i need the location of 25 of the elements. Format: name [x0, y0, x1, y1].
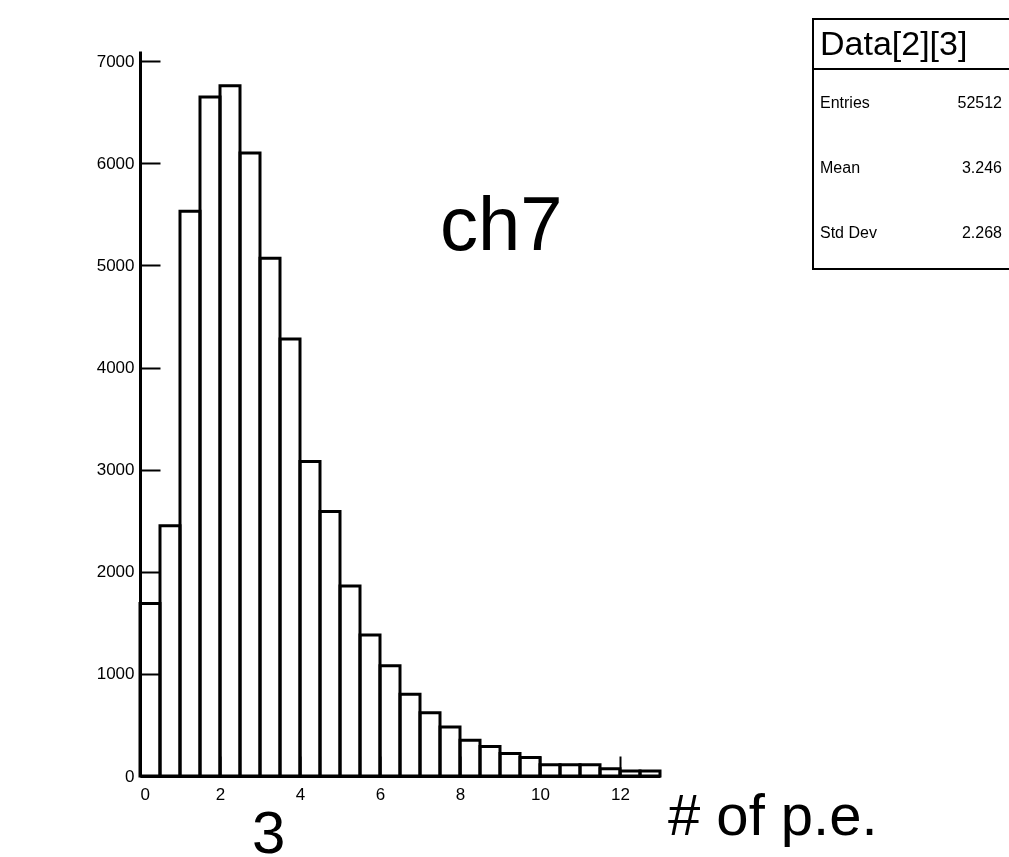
annotation: ch7	[440, 181, 563, 266]
x-tick-label: 12	[611, 784, 630, 804]
y-tick-label: 6000	[96, 153, 135, 173]
y-tick-label: 7000	[96, 51, 135, 71]
x-tick-label: 10	[531, 784, 550, 804]
text: 3	[252, 799, 286, 857]
y-tick-label: 4000	[96, 358, 135, 378]
text: 2.268	[961, 223, 1002, 242]
y-tick-label: 1000	[96, 664, 135, 684]
text: Entries	[820, 93, 870, 112]
text: Mean	[820, 158, 861, 177]
y-tick-label: 3000	[96, 460, 135, 480]
y-tick-label: 2000	[96, 562, 135, 582]
x-axis-title: # of p.e.	[668, 782, 878, 847]
x-tick-label: 8	[455, 784, 466, 804]
x-tick-label: 6	[375, 784, 386, 804]
y-tick-label: 0	[125, 766, 135, 786]
text: Data[2][3]	[814, 20, 1009, 70]
text: Std Dev	[820, 223, 877, 242]
text: 3.246	[961, 158, 1002, 177]
y-tick-label: 5000	[96, 255, 135, 275]
x-tick-label: 4	[295, 784, 306, 804]
text: 52512	[957, 93, 1002, 112]
x-tick-label: 0	[140, 784, 150, 804]
x-tick-label: 2	[215, 784, 226, 804]
